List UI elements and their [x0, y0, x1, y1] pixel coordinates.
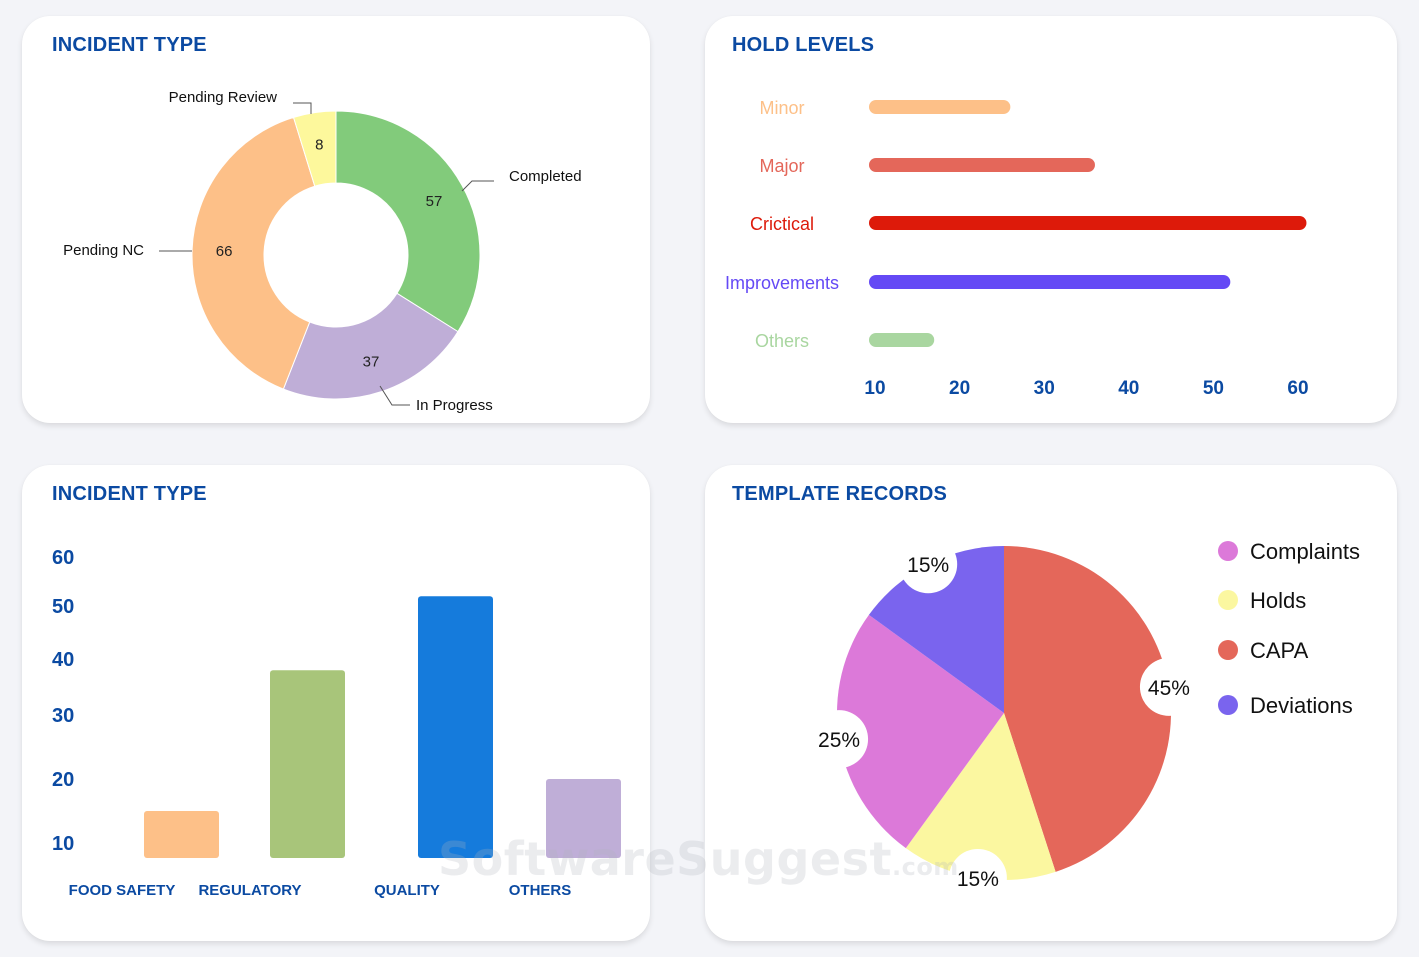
incident-type-bar-chart: 10 20 30 40 50 60 FOOD SAFETY REGULATORY QUALITY… — [52, 547, 621, 899]
hold-tick-40: 40 — [1118, 378, 1139, 399]
incident-type-donut-chart: 57 Completed 37 In Progress 66 Pending NC 8 Pen… — [63, 89, 582, 414]
pie-label-bubble-deviations — [899, 535, 958, 594]
bar-xlabel-regulatory: REGULATORY — [198, 882, 301, 899]
pie-slice-holds — [905, 713, 1056, 880]
hold-bar-major — [869, 158, 1095, 172]
hold-bar-crictical — [869, 216, 1307, 230]
pie-value-holds: 15% — [957, 868, 999, 891]
bar-xlabel-quality: QUALITY — [374, 882, 440, 899]
hold-label-crictical: Crictical — [750, 214, 814, 234]
donut-label-completed: Completed — [509, 168, 582, 185]
donut-slice-completed — [335, 110, 481, 333]
donut-slice-pending-review — [292, 110, 337, 187]
bar-ytick-30: 30 — [52, 705, 74, 727]
hold-label-minor: Minor — [759, 98, 804, 118]
hold-bar-others — [869, 333, 935, 347]
bar-ytick-10: 10 — [52, 833, 74, 855]
legend-dot-deviations — [1218, 695, 1238, 715]
hold-label-improvements: Improvements — [725, 273, 839, 293]
bar-quality — [418, 596, 493, 858]
legend-label-complaints: Complaints — [1250, 539, 1360, 564]
hold-levels-title: HOLD LEVELS — [732, 34, 875, 56]
pie-value-capa: 45% — [1148, 677, 1190, 700]
legend-label-holds: Holds — [1250, 588, 1306, 613]
bar-ytick-60: 60 — [52, 547, 74, 569]
hold-label-others: Others — [755, 331, 809, 351]
bar-others — [546, 779, 621, 858]
pie-slice-capa — [1004, 546, 1172, 872]
donut-slice-pending-nc — [191, 116, 316, 390]
donut-leader-pending-review — [293, 102, 312, 114]
legend-dot-capa — [1218, 640, 1238, 660]
pie-value-complaints: 25% — [818, 729, 860, 752]
donut-label-pending-review: Pending Review — [169, 89, 278, 106]
bar-xlabel-food-safety: FOOD SAFETY — [69, 882, 176, 899]
donut-label-in-progress: In Progress — [416, 397, 493, 414]
hold-label-major: Major — [759, 156, 804, 176]
bar-xlabel-others: OTHERS — [509, 882, 572, 899]
bar-ytick-50: 50 — [52, 596, 74, 618]
donut-value-pending-nc: 66 — [216, 243, 233, 260]
incident-type-bar-title: INCIDENT TYPE — [52, 483, 207, 505]
donut-leader-in-progress — [379, 385, 410, 406]
hold-tick-10: 10 — [864, 378, 885, 399]
hold-tick-30: 30 — [1034, 378, 1055, 399]
pie-slice-deviations — [868, 546, 1004, 713]
bar-regulatory — [270, 670, 345, 858]
hold-tick-50: 50 — [1203, 378, 1224, 399]
donut-value-pending-review: 8 — [315, 136, 323, 153]
pie-label-bubble-capa — [1139, 657, 1198, 716]
hold-tick-20: 20 — [949, 378, 970, 399]
hold-tick-60: 60 — [1287, 378, 1308, 399]
hold-bar-minor — [869, 100, 1011, 114]
legend-label-deviations: Deviations — [1250, 693, 1353, 718]
bar-ytick-20: 20 — [52, 769, 74, 791]
incident-type-donut-title: INCIDENT TYPE — [52, 34, 207, 56]
donut-slice-in-progress — [282, 292, 459, 400]
template-records-chart: 45% 15% 25% 15% Complaints Holds CAPA Deviation… — [810, 535, 1360, 907]
hold-levels-chart: Minor Major Crictical Improvements Others 10 2… — [725, 98, 1309, 399]
hold-bar-improvements — [869, 275, 1231, 289]
incident-type-bar-card: INCIDENT TYPE 10 20 30 40 50 60 FOOD SAFETY REG… — [22, 465, 650, 941]
legend-dot-complaints — [1218, 541, 1238, 561]
template-records-card: TEMPLATE RECORDS 45% 15% 25% 15% Complaints H… — [705, 465, 1397, 941]
donut-leader-completed — [461, 180, 494, 192]
legend-dot-holds — [1218, 590, 1238, 610]
bar-ytick-40: 40 — [52, 649, 74, 671]
donut-value-completed: 57 — [426, 193, 443, 210]
hold-levels-card: HOLD LEVELS Minor Major Crictical Improveme… — [705, 16, 1397, 423]
legend-label-capa: CAPA — [1250, 638, 1309, 663]
pie-value-deviations: 15% — [907, 554, 949, 577]
pie-label-bubble-holds — [948, 848, 1007, 907]
donut-label-pending-nc: Pending NC — [63, 242, 144, 259]
template-records-title: TEMPLATE RECORDS — [732, 483, 948, 505]
pie-slice-complaints — [837, 614, 1004, 849]
bar-food-safety — [144, 811, 219, 858]
pie-label-bubble-complaints — [810, 710, 869, 769]
incident-type-donut-card: INCIDENT TYPE 57 Completed 37 In Progress 66… — [22, 16, 650, 423]
donut-value-in-progress: 37 — [363, 353, 380, 370]
